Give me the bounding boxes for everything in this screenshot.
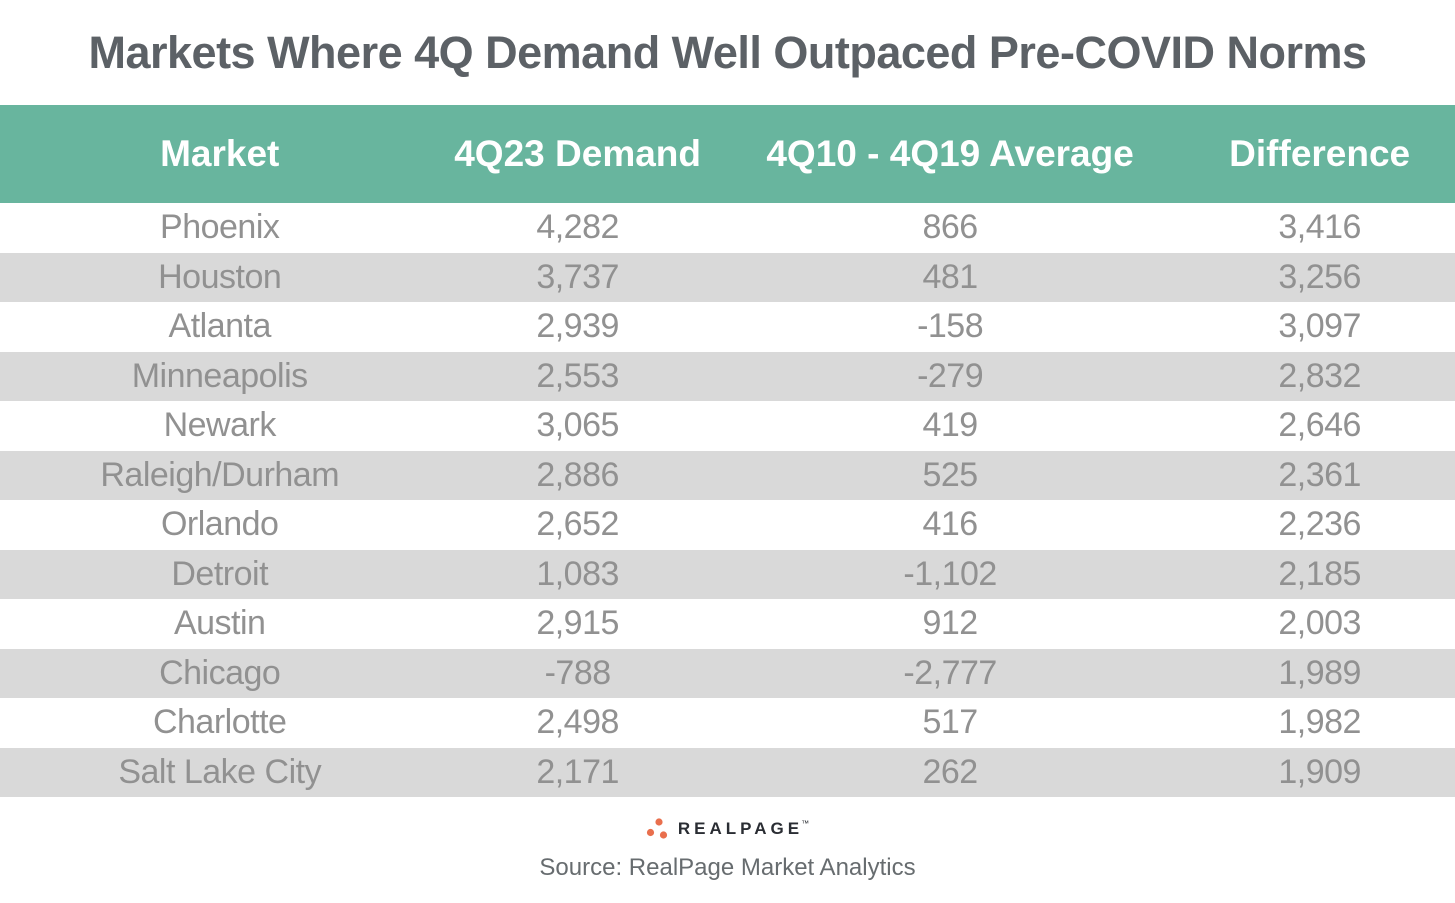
cell-demand: 2,553: [536, 356, 619, 395]
cell-difference: 3,416: [1278, 208, 1361, 247]
cell-average: 419: [922, 406, 978, 445]
cell-average: 912: [922, 604, 978, 643]
realpage-dots-icon: [646, 818, 667, 839]
cell-average: -1,102: [903, 554, 997, 593]
cell-market: Phoenix: [160, 208, 280, 247]
cell-market: Austin: [173, 604, 266, 643]
cell-difference: 2,236: [1278, 505, 1361, 544]
cell-demand: 2,171: [536, 752, 619, 791]
table-row: Houston 3,737 481 3,256: [0, 252, 1455, 302]
cell-market: Charlotte: [152, 703, 287, 742]
table-row: Phoenix 4,282 866 3,416: [0, 203, 1455, 253]
title-bar: Markets Where 4Q Demand Well Outpaced Pr…: [0, 0, 1455, 105]
table-row: Detroit 1,083 -1,102 2,185: [0, 549, 1455, 599]
demand-table: Market 4Q23 Demand 4Q10 - 4Q19 Average D…: [0, 105, 1455, 797]
cell-average: 525: [922, 455, 978, 494]
source-attribution: Source: RealPage Market Analytics: [539, 854, 916, 881]
column-header-difference: Difference: [1229, 133, 1411, 174]
cell-market: Raleigh/Durham: [100, 455, 340, 494]
cell-demand: 3,737: [536, 257, 619, 296]
table-row: Minneapolis 2,553 -279 2,832: [0, 351, 1455, 401]
cell-market: Newark: [163, 406, 277, 445]
cell-difference: 2,003: [1278, 604, 1361, 643]
column-header-market: Market: [160, 133, 280, 174]
cell-difference: 3,097: [1278, 307, 1361, 346]
table-row: Charlotte 2,498 517 1,982: [0, 698, 1455, 748]
table-row: Newark 3,065 419 2,646: [0, 401, 1455, 451]
trademark-symbol: ™: [801, 819, 810, 828]
cell-market: Salt Lake City: [118, 752, 322, 791]
table-row: Salt Lake City 2,171 262 1,909: [0, 747, 1455, 797]
cell-average: 262: [922, 752, 978, 791]
table-row: Chicago -788 -2,777 1,989: [0, 648, 1455, 698]
cell-difference: 2,361: [1278, 455, 1361, 494]
cell-market: Chicago: [159, 653, 281, 692]
cell-average: -279: [917, 356, 984, 395]
cell-market: Detroit: [171, 554, 269, 593]
cell-difference: 2,185: [1278, 554, 1361, 593]
cell-average: 866: [922, 208, 978, 247]
cell-difference: 3,256: [1278, 257, 1361, 296]
cell-difference: 1,909: [1278, 752, 1361, 791]
cell-demand: 4,282: [536, 208, 619, 247]
cell-demand: 2,498: [536, 703, 619, 742]
table-row: Austin 2,915 912 2,003: [0, 599, 1455, 649]
cell-market: Orlando: [160, 505, 279, 544]
page-title: Markets Where 4Q Demand Well Outpaced Pr…: [88, 26, 1367, 78]
table-row: Raleigh/Durham 2,886 525 2,361: [0, 450, 1455, 500]
table-row: Atlanta 2,939 -158 3,097: [0, 302, 1455, 352]
column-header-4q23-demand: 4Q23 Demand: [454, 133, 702, 174]
footer: REALPAGE ™ Source: RealPage Market Analy…: [0, 816, 1455, 882]
cell-average: 517: [922, 703, 978, 742]
cell-demand: 2,886: [536, 455, 619, 494]
cell-average: 481: [922, 257, 978, 296]
cell-difference: 1,982: [1278, 703, 1361, 742]
cell-demand: -788: [544, 653, 612, 692]
cell-market: Atlanta: [168, 307, 272, 346]
cell-market: Minneapolis: [131, 356, 308, 395]
realpage-logo: REALPAGE ™: [646, 816, 809, 842]
cell-demand: 1,083: [536, 554, 619, 593]
cell-average: -158: [917, 307, 984, 346]
column-header-4q10-4q19-average: 4Q10 - 4Q19 Average: [766, 133, 1134, 174]
realpage-wordmark: REALPAGE: [677, 819, 804, 838]
cell-demand: 3,065: [536, 406, 619, 445]
cell-average: 416: [922, 505, 978, 544]
table-header-row: Market 4Q23 Demand 4Q10 - 4Q19 Average D…: [0, 105, 1455, 203]
cell-demand: 2,915: [536, 604, 619, 643]
cell-market: Houston: [158, 257, 282, 296]
cell-average: -2,777: [903, 653, 997, 692]
cell-difference: 2,646: [1278, 406, 1361, 445]
cell-demand: 2,652: [536, 505, 619, 544]
cell-difference: 1,989: [1278, 653, 1361, 692]
table-row: Orlando 2,652 416 2,236: [0, 500, 1455, 550]
cell-demand: 2,939: [536, 307, 619, 346]
cell-difference: 2,832: [1278, 356, 1361, 395]
